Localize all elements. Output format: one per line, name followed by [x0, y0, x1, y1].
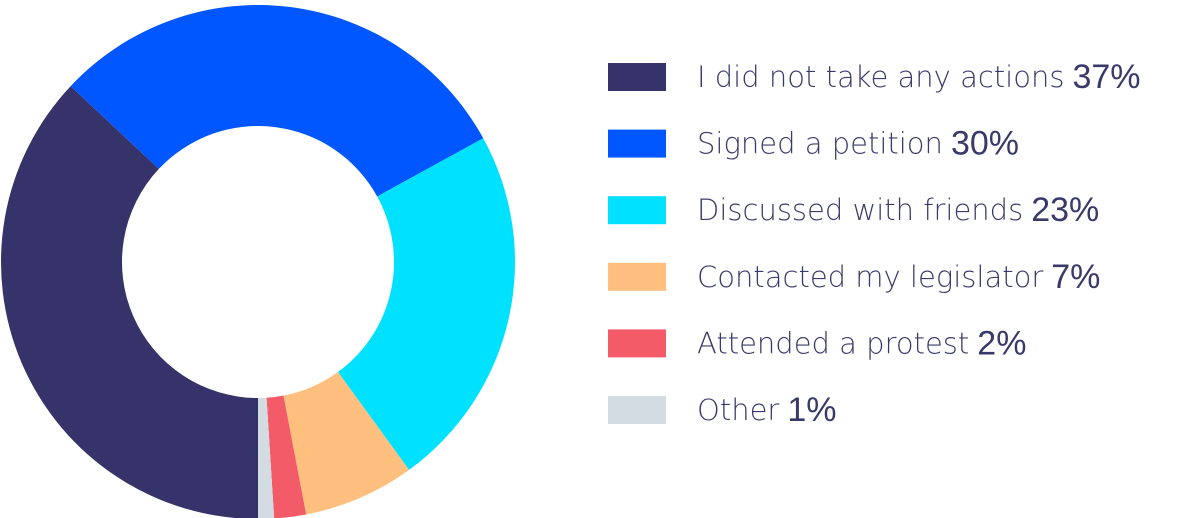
legend-label: Other 1%: [697, 391, 836, 429]
wedge: [258, 397, 275, 518]
legend-swatch: [608, 196, 666, 225]
legend-value: 37%: [1072, 58, 1140, 96]
wedge: [1, 86, 258, 518]
legend-label: I did not take any actions 37%: [697, 58, 1141, 96]
legend-swatch: [608, 63, 666, 91]
legend-label: Attended a protest 2%: [697, 324, 1026, 362]
legend-label: Contacted my legislator 7%: [697, 258, 1100, 296]
legend-value: 7%: [1051, 258, 1100, 296]
legend-name: Contacted my legislator: [697, 260, 1043, 294]
wedge: [283, 372, 410, 515]
wedge: [266, 395, 307, 518]
legend-name: Attended a protest: [697, 326, 969, 360]
legend-label: Discussed with friends 23%: [697, 191, 1099, 229]
legend-value: 2%: [977, 324, 1026, 362]
legend-name: Signed a petition: [697, 127, 943, 161]
legend-swatch: [608, 129, 666, 158]
legend-name: I did not take any actions: [697, 60, 1064, 94]
legend-value: 1%: [787, 391, 836, 429]
legend-swatch: [608, 329, 666, 358]
legend-value: 30%: [951, 125, 1019, 163]
legend-swatch: [608, 396, 666, 424]
legend-name: Other: [697, 393, 779, 427]
legend-value: 23%: [1031, 191, 1099, 229]
wedge: [70, 4, 484, 197]
legend-swatch: [608, 262, 666, 291]
legend-name: Discussed with friends: [697, 193, 1023, 227]
legend-label: Signed a petition 30%: [697, 125, 1019, 163]
wedge: [337, 138, 516, 470]
